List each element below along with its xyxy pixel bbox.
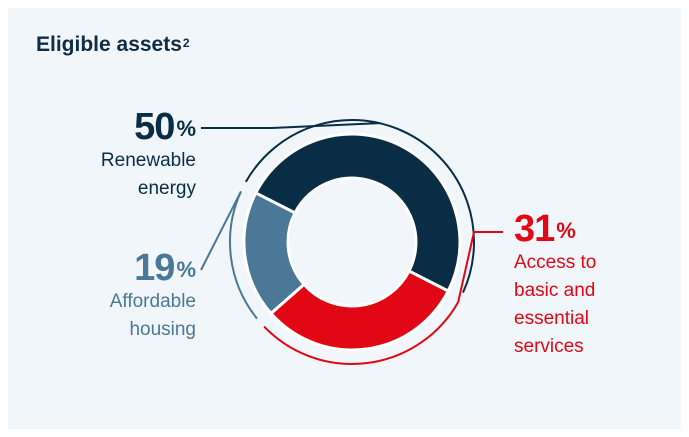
- label-access-basic-services: 31% Access to basic and essential servic…: [514, 209, 596, 361]
- category-label-access-basic-services: Access to basic and essential services: [514, 252, 597, 357]
- category-label-renewable-energy: Renewable energy: [100, 150, 196, 199]
- category-label-affordable-housing: Affordable housing: [109, 291, 196, 340]
- ring-arc-affordable-housing: [229, 190, 258, 320]
- leader-line-access-to-basic-and-essential-services: [457, 231, 503, 303]
- slice-affordable-housing: [242, 190, 307, 316]
- chart-title-text: Eligible assets: [36, 33, 182, 56]
- value-label-affordable-housing: 19%: [134, 247, 196, 289]
- value-label-access-basic-services: 31%: [514, 208, 576, 250]
- leader-line-renewable-energy: [201, 122, 380, 129]
- slice-access-to-basic-and-essential-services: [268, 269, 451, 352]
- footnote-marker: 2: [182, 36, 190, 50]
- value-label-renewable-energy: 50%: [134, 106, 196, 148]
- label-renewable-energy: 50% Renewable energy: [101, 107, 196, 203]
- ring-arc-access-to-basic-and-essential-services: [263, 301, 460, 365]
- label-affordable-housing: 19% Affordable housing: [110, 248, 196, 344]
- leader-line-affordable-housing: [200, 190, 242, 271]
- slice-renewable-energy: [253, 132, 462, 294]
- ring-arc-renewable-energy: [244, 119, 475, 294]
- chart-title: Eligible assets2: [36, 33, 190, 57]
- chart-panel: [8, 8, 681, 429]
